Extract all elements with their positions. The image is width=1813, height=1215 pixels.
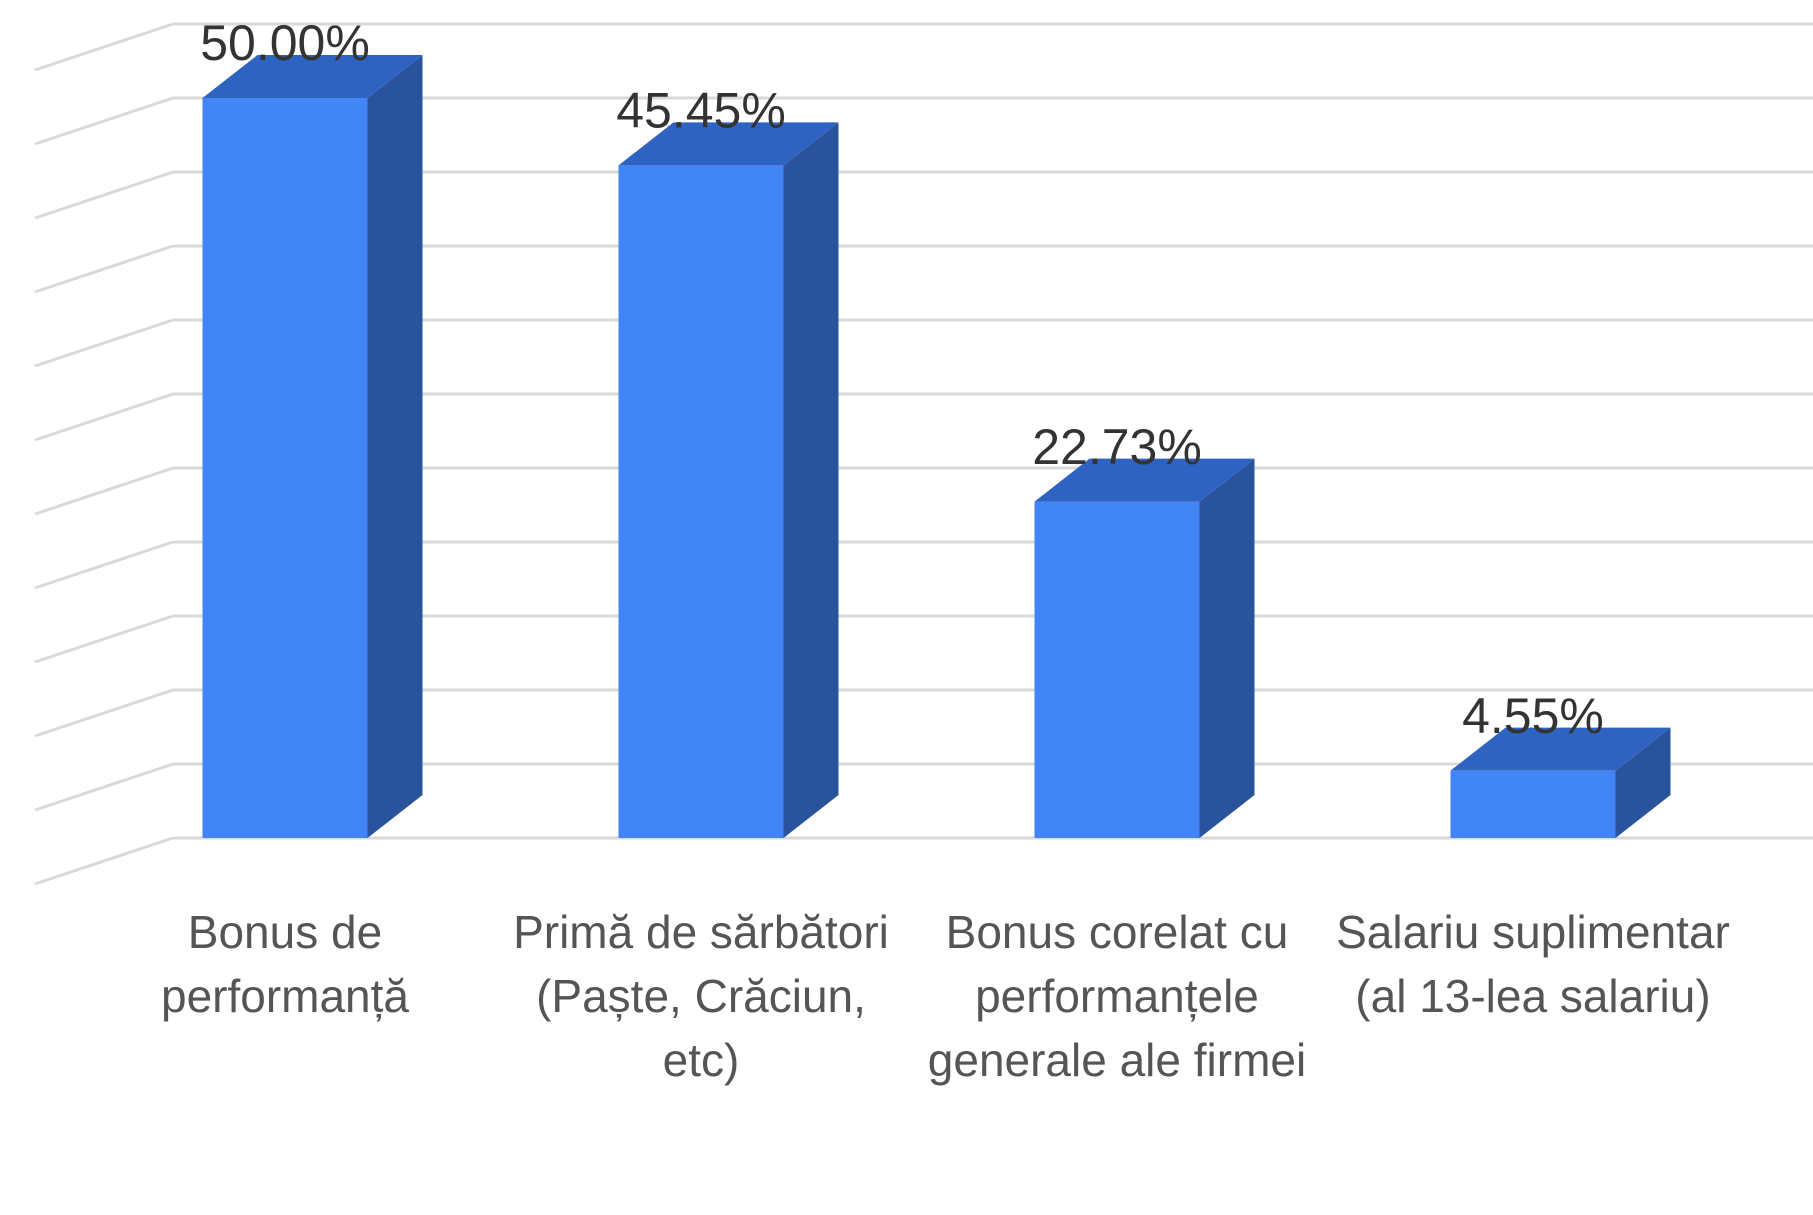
bar-top	[202, 55, 423, 98]
grid-line-side	[34, 688, 174, 738]
bar-side	[783, 122, 839, 839]
bar-front	[1450, 770, 1616, 838]
bar	[202, 55, 423, 838]
bar-top	[618, 122, 839, 166]
data-label: 22.73%	[1032, 419, 1202, 475]
bar	[1034, 458, 1255, 838]
x-tick-label: Primă de sărbători (Paște, Crăciun, etc)	[513, 906, 889, 1086]
data-label: 50.00%	[200, 15, 370, 71]
x-tick-label: Bonus de performanță	[161, 906, 409, 1022]
grid-line-side	[34, 22, 174, 72]
x-tick-label: Bonus corelat cu performanțele generale al…	[928, 906, 1306, 1086]
data-label: 4.55%	[1462, 688, 1604, 744]
bar-top	[1034, 458, 1255, 502]
grid-line-side	[34, 614, 174, 664]
grid-line-side	[34, 318, 174, 368]
bar-side	[1615, 727, 1671, 838]
data-label: 45.45%	[616, 83, 786, 139]
bar-side	[1199, 458, 1255, 838]
grid-line-side	[34, 170, 174, 220]
grid-line-side	[34, 836, 174, 886]
grid-line-side	[34, 392, 174, 442]
bar-front	[618, 165, 784, 839]
grid-line-side	[34, 762, 174, 812]
bar-top	[1450, 727, 1671, 771]
grid-line-side	[34, 244, 174, 294]
bar-front	[1034, 501, 1200, 838]
bar	[618, 122, 839, 839]
grid-line-side	[34, 96, 174, 146]
x-tick-label: Salariu suplimentar (al 13-lea salariu)	[1336, 906, 1730, 1022]
grid-line-side	[34, 540, 174, 590]
bar	[1450, 727, 1671, 838]
bar-side	[367, 55, 423, 838]
bar-front	[202, 98, 368, 838]
grid-line-side	[34, 466, 174, 516]
